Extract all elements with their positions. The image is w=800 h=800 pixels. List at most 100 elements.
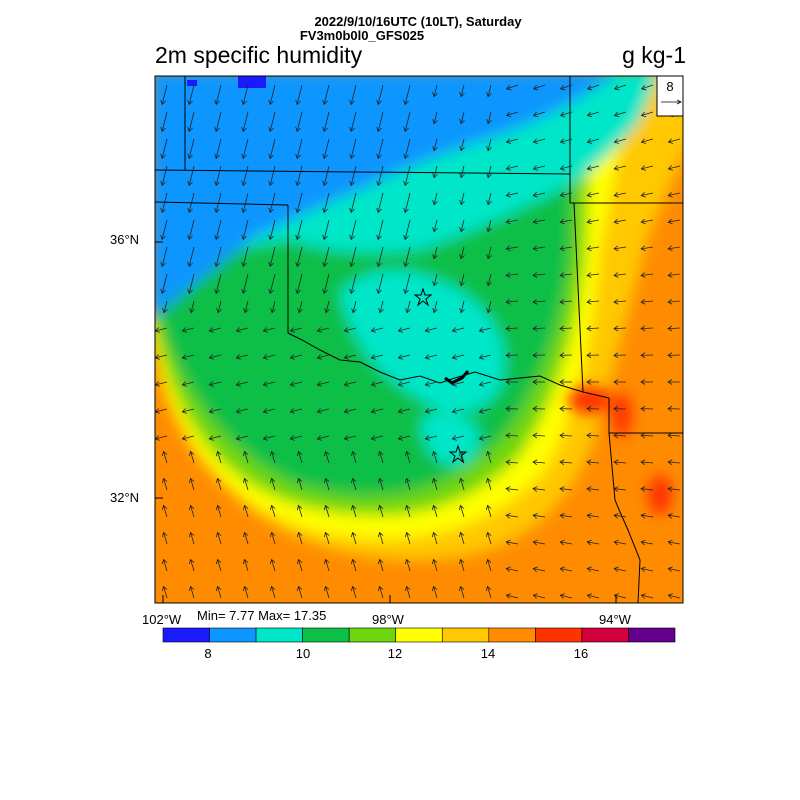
colorbar-tick-16: 16: [573, 646, 589, 661]
wind-vector-arrow: [432, 192, 438, 206]
wind-vector-arrow: [478, 327, 492, 333]
wind-vector-arrow: [640, 111, 654, 118]
wind-vector-arrow: [350, 477, 357, 491]
wind-vector-arrow: [235, 381, 249, 387]
wind-vector-arrow: [404, 558, 411, 572]
wind-vector-arrow: [343, 327, 357, 333]
wind-vector-arrow: [640, 165, 654, 171]
wind-vector-arrow: [350, 450, 357, 464]
wind-vector-arrow: [451, 408, 465, 414]
wind-vector-arrow: [559, 272, 573, 278]
wind-vector-arrow: [431, 477, 438, 491]
wind-vector-arrow: [349, 273, 357, 295]
wind-vector-arrow: [485, 477, 492, 491]
wind-vector-arrow: [532, 111, 546, 118]
wind-vector-arrow: [458, 585, 465, 599]
wind-vector-arrow: [268, 138, 276, 160]
wind-vector-arrow: [188, 531, 195, 545]
wind-vector-arrow: [640, 218, 654, 225]
wind-vector-arrow: [187, 246, 195, 268]
wind-vector-arrow: [403, 192, 411, 214]
wind-vector-arrow: [432, 84, 438, 98]
wind-vector-arrow: [181, 408, 195, 414]
wind-vector-arrow: [613, 111, 627, 118]
wind-vector-arrow: [613, 138, 627, 144]
wind-vector-arrow: [404, 450, 411, 464]
wind-vector-arrow: [505, 593, 519, 599]
wind-vector-arrow: [486, 84, 492, 98]
title-datetime: 2022/9/10/16UTC (10LT), Saturday: [314, 14, 522, 29]
wind-vector-arrow: [208, 435, 222, 441]
wind-vector-arrow: [486, 219, 492, 233]
wind-vector-arrow: [268, 219, 276, 241]
wind-vector-arrow: [289, 381, 303, 387]
wind-vector-arrow: [559, 432, 573, 439]
wind-vector-arrow: [667, 191, 681, 198]
lat-label-32: 32°N: [110, 490, 140, 505]
wind-vector-arrow: [640, 405, 654, 412]
wind-vector-arrow: [296, 450, 303, 464]
wind-vector-arrow: [532, 593, 546, 599]
wind-vector-arrow: [241, 246, 249, 268]
wind-vector-arrow: [161, 504, 168, 518]
wind-vector-arrow: [208, 408, 222, 414]
wind-vector-arrow: [161, 558, 168, 572]
wind-vector-arrow: [458, 531, 465, 545]
wind-vector-arrow: [586, 84, 600, 91]
wind-vector-arrow: [559, 218, 573, 225]
wind-vector-arrow: [370, 327, 384, 333]
wind-vector-arrow: [370, 354, 384, 360]
wind-vector-arrow: [214, 219, 222, 241]
wind-vector-arrow: [269, 585, 276, 599]
wind-vector-arrow: [188, 558, 195, 572]
wind-vector-arrow: [296, 504, 303, 518]
wind-vector-arrow: [640, 298, 654, 305]
wind-vector-arrow: [322, 84, 330, 106]
wind-vector-arrow: [349, 165, 357, 187]
wind-vector-arrow: [505, 165, 519, 171]
wind-vector-arrow: [349, 84, 357, 106]
wind-vector-arrow: [322, 165, 330, 187]
wind-vector-arrow: [322, 192, 330, 214]
wind-vector-arrow: [640, 486, 654, 492]
wind-vector-arrow: [613, 165, 627, 171]
wind-vectors: [155, 84, 681, 599]
wind-vector-arrow: [640, 593, 654, 599]
wind-vector-arrow: [424, 435, 438, 441]
wind-vector-arrow: [397, 381, 411, 387]
wind-vector-arrow: [505, 325, 519, 332]
wind-vector-arrow: [376, 84, 384, 106]
wind-vector-arrow: [532, 459, 546, 466]
wind-vector-arrow: [316, 435, 330, 441]
colorbar-bin: [255, 627, 303, 643]
wind-vector-arrow: [613, 459, 627, 466]
wind-vector-arrow: [323, 531, 330, 545]
wind-vector-arrow: [559, 325, 573, 332]
wind-vector-arrow: [322, 219, 330, 241]
wind-vector-arrow: [586, 138, 600, 144]
wind-vector-arrow: [242, 558, 249, 572]
city-marker-star: [413, 287, 433, 307]
wind-vector-arrow: [295, 273, 303, 295]
wind-vector-arrow: [486, 165, 492, 179]
wind-vector-arrow: [613, 379, 627, 385]
wind-vector-arrow: [262, 408, 276, 414]
wind-vector-arrow: [235, 354, 249, 360]
wind-vector-arrow: [323, 477, 330, 491]
wind-vector-arrow: [214, 138, 222, 160]
wind-vector-arrow: [343, 408, 357, 414]
wind-vector-arrow: [262, 435, 276, 441]
wind-vector-arrow: [214, 165, 222, 187]
wind-vector-arrow: [161, 477, 168, 491]
wind-vector-arrow: [613, 191, 627, 198]
wind-vector-arrow: [403, 165, 411, 187]
wind-vector-arrow: [667, 593, 681, 599]
wind-vector-arrow: [403, 111, 411, 133]
lon-label-98: 98°W: [372, 612, 404, 627]
wind-vector-arrow: [505, 191, 519, 198]
wind-vector-arrow: [241, 111, 249, 133]
wind-vector-arrow: [451, 327, 465, 333]
wind-vector-arrow: [613, 245, 627, 252]
wind-vector-arrow: [667, 218, 681, 225]
wind-vector-arrow: [432, 300, 438, 314]
